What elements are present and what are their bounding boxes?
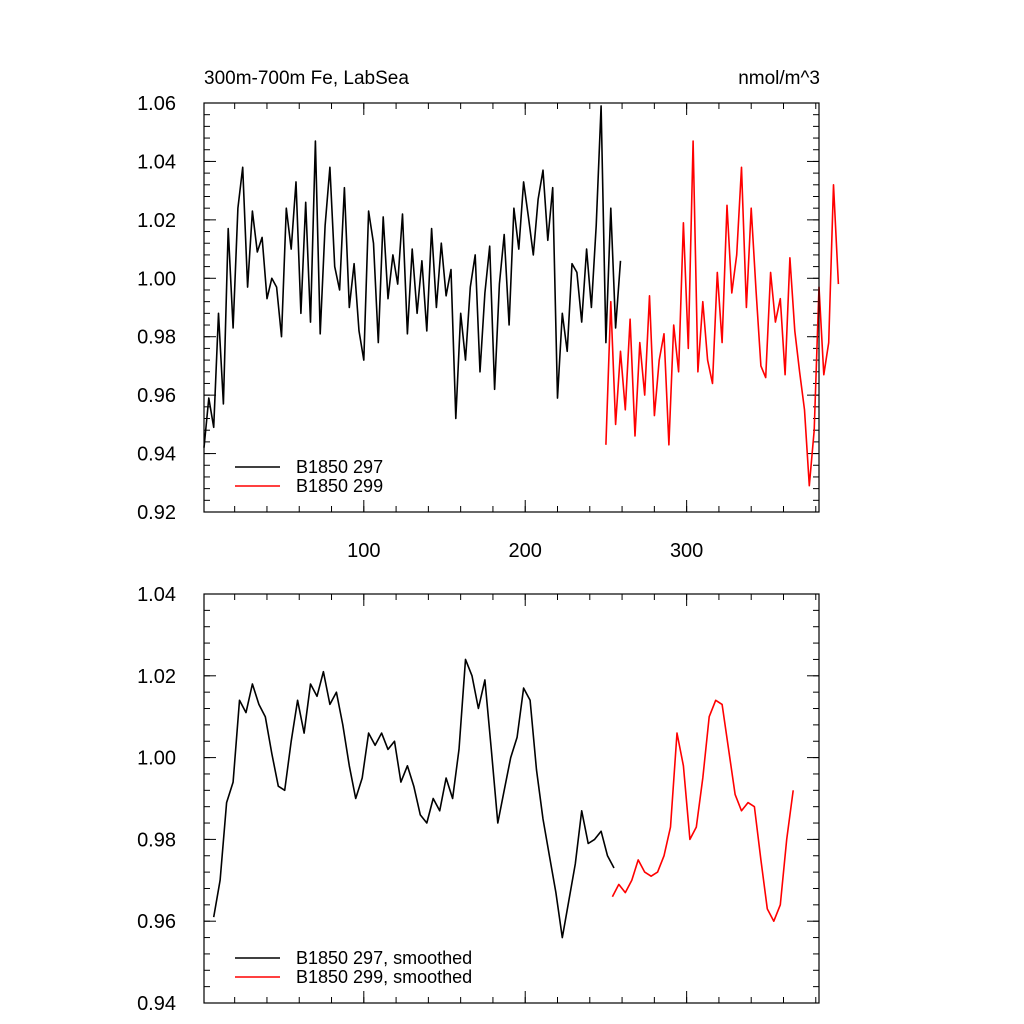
top-panel: 300m-700m Fe, LabSea nmol/m^3 0.920.940.… [137,68,840,562]
y-tick-label: 1.00 [137,268,176,290]
legend-label: B1850 297, smoothed [296,948,472,968]
y-tick-label: 1.02 [137,210,176,232]
y-tick-label: 0.96 [137,911,176,933]
series-line-black [212,658,615,939]
bottom-plot-frame [203,593,820,1004]
bottom-series-group [212,658,794,939]
legend-label: B1850 299 [296,476,383,496]
y-tick-label: 1.04 [137,584,176,606]
y-tick-label: 0.94 [137,993,176,1015]
x-tick-label: 100 [347,540,380,562]
y-tick-label: 1.04 [137,151,176,173]
legend-label: B1850 297 [296,457,383,477]
y-tick-label: 0.94 [137,444,176,466]
bottom-panel: 0.94 0.96 0.98 1.00 1.02 1.04 B1850 297, smoo… [137,584,820,1015]
y-tick-label: 0.92 [137,502,176,524]
series-line-black [203,105,622,448]
y-tick-label: 1.02 [137,666,176,688]
y-tick-label: 0.96 [137,385,176,407]
bottom-axes-ticks: 0.94 0.96 0.98 1.00 1.02 1.04 [137,584,819,1015]
y-tick-label: 0.98 [137,327,176,349]
x-tick-label: 200 [509,540,542,562]
series-line-red [605,140,840,487]
x-tick-label: 300 [670,540,703,562]
legend-label: B1850 299, smoothed [296,967,472,987]
top-series-group [203,105,840,487]
top-axes-ticks: 0.92 0.94 0.96 0.98 1.00 1.02 1.04 1.06 100 200 30… [137,93,819,562]
chart-title: 300m-700m Fe, LabSea [204,68,409,89]
units-label: nmol/m^3 [738,68,820,89]
y-tick-label: 0.98 [137,829,176,851]
series-line-red [611,699,794,923]
top-plot-frame [203,102,820,513]
y-tick-label: 1.00 [137,748,176,770]
y-tick-label: 1.06 [137,93,176,115]
